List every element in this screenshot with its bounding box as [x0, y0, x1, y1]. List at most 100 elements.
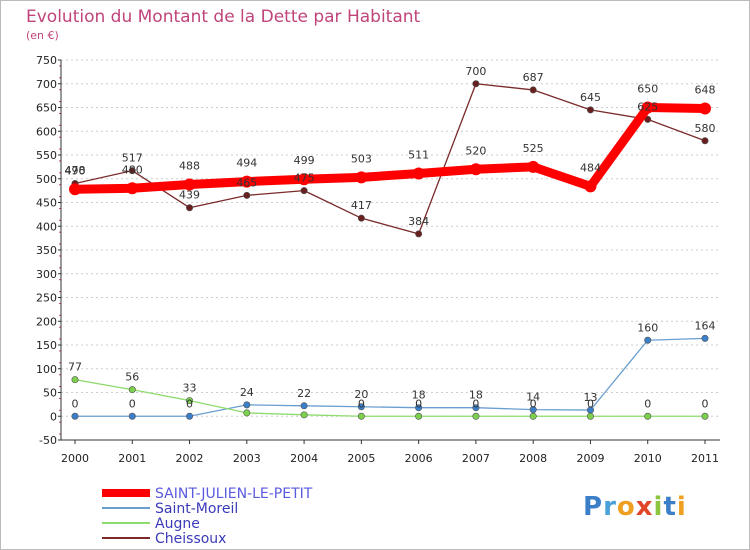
data-label: 0 — [587, 397, 594, 410]
data-point — [472, 404, 480, 412]
data-point — [701, 412, 709, 420]
data-label: 13 — [583, 391, 597, 404]
data-point — [415, 412, 423, 420]
data-point — [71, 376, 79, 384]
data-label: 417 — [351, 199, 372, 212]
data-point — [300, 402, 308, 410]
data-point — [300, 411, 308, 419]
y-tick-label: 300 — [36, 268, 57, 281]
data-label: 0 — [644, 397, 651, 410]
y-tick-label: 50 — [43, 387, 57, 400]
data-point — [586, 106, 594, 114]
data-point — [186, 397, 194, 405]
data-point — [243, 409, 251, 417]
data-point — [701, 334, 709, 342]
legend: SAINT-JULIEN-LE-PETITSaint-MoreilAugneCh… — [102, 486, 313, 547]
data-label: 18 — [412, 389, 426, 402]
data-point — [699, 102, 711, 115]
series-line-1 — [74, 337, 706, 417]
data-label: 517 — [122, 152, 143, 165]
y-tick-label: 600 — [36, 125, 57, 138]
x-tick-label: 2006 — [405, 452, 433, 465]
data-label: 625 — [637, 100, 658, 113]
data-point — [128, 386, 136, 394]
data-point — [472, 412, 480, 420]
y-tick-label: 400 — [36, 220, 57, 233]
data-point — [243, 401, 251, 409]
y-tick-label: -50 — [39, 434, 57, 447]
series-line-2 — [74, 379, 706, 417]
data-label: 494 — [236, 157, 257, 170]
data-point — [186, 204, 194, 212]
data-point — [357, 403, 365, 411]
legend-label: Augne — [155, 516, 200, 532]
x-tick-label: 2005 — [347, 452, 375, 465]
data-point — [357, 214, 365, 222]
y-tick-label: 250 — [36, 292, 57, 305]
y-tick-label: 150 — [36, 339, 57, 352]
data-label: 478 — [65, 164, 86, 177]
data-label: 645 — [580, 91, 601, 104]
data-point — [412, 167, 425, 180]
unit-label: (en €) — [26, 29, 59, 42]
data-label: 0 — [358, 397, 365, 410]
data-label: 490 — [65, 165, 86, 178]
data-point — [529, 412, 537, 420]
x-tick-label: 2007 — [462, 452, 490, 465]
data-point — [126, 182, 139, 195]
y-tick-label: 350 — [36, 244, 57, 257]
data-point — [584, 180, 597, 193]
data-label: 687 — [523, 71, 544, 84]
data-point — [128, 167, 136, 175]
x-tick-label: 2002 — [176, 452, 204, 465]
data-point — [300, 187, 308, 195]
legend-label: Saint-Moreil — [155, 501, 238, 517]
data-label: 77 — [68, 361, 82, 374]
y-tick-label: 0 — [50, 410, 57, 423]
data-label: 488 — [179, 159, 200, 172]
y-tick-label: 550 — [36, 149, 57, 162]
x-tick-label: 2008 — [519, 452, 547, 465]
data-point — [415, 404, 423, 412]
data-point — [644, 412, 652, 420]
data-label: 0 — [72, 397, 79, 410]
x-tick-label: 2000 — [61, 452, 89, 465]
data-label: 0 — [472, 397, 479, 410]
data-label: 0 — [530, 397, 537, 410]
data-label: 520 — [465, 144, 486, 157]
data-point — [183, 178, 196, 191]
data-label: 503 — [351, 152, 372, 165]
data-label: 511 — [408, 149, 429, 162]
data-point — [186, 412, 194, 420]
data-label: 700 — [465, 65, 486, 78]
data-label: 164 — [695, 319, 716, 332]
y-tick-label: 100 — [36, 363, 57, 376]
chart-title: Evolution du Montant de la Dette par Hab… — [26, 7, 421, 27]
axes: -500501001502002503003504004505005506006… — [36, 54, 720, 465]
data-point — [527, 160, 540, 173]
data-label: 480 — [122, 163, 143, 176]
data-label: 648 — [695, 83, 716, 96]
y-tick-label: 750 — [36, 54, 57, 67]
data-point — [298, 173, 311, 186]
data-point — [641, 101, 654, 114]
data-label: 22 — [297, 387, 311, 400]
data-label: 465 — [236, 176, 257, 189]
data-point — [529, 86, 537, 94]
y-tick-label: 200 — [36, 315, 57, 328]
data-label: 484 — [580, 161, 601, 174]
x-tick-label: 2004 — [290, 452, 318, 465]
x-tick-label: 2011 — [691, 452, 719, 465]
svg-text:Proxiti: Proxiti — [583, 492, 687, 522]
data-point — [240, 175, 253, 188]
x-tick-label: 2009 — [576, 452, 604, 465]
data-point — [469, 163, 482, 176]
data-label: 0 — [186, 397, 193, 410]
data-label: 525 — [523, 142, 544, 155]
data-label: 0 — [702, 397, 709, 410]
series-line-0 — [70, 103, 710, 194]
data-point — [69, 183, 81, 196]
data-point — [644, 336, 652, 344]
